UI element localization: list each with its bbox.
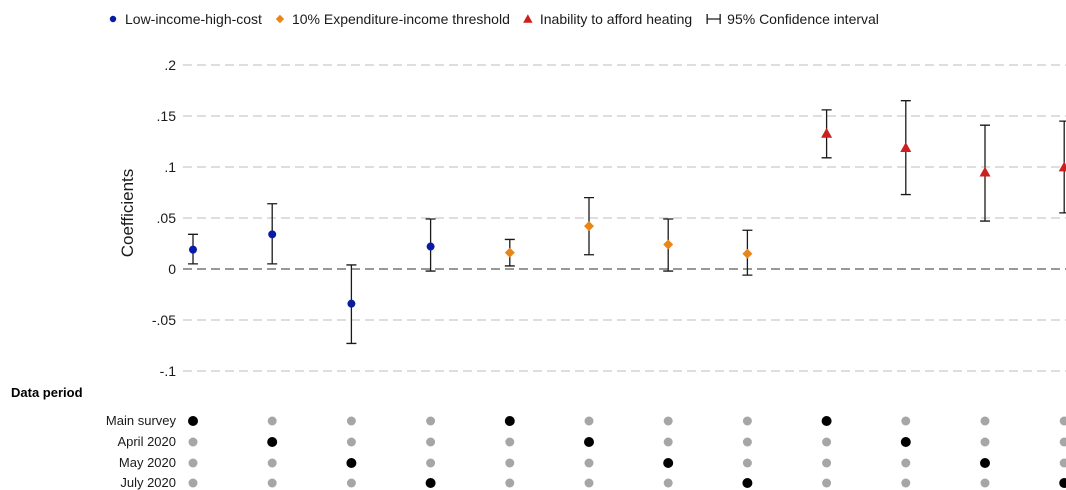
period-dot-inactive <box>505 437 515 447</box>
period-dot-active <box>742 478 753 488</box>
legend-item: 10% Expenditure-income threshold <box>275 11 510 27</box>
y-tick-label: 0 <box>168 261 176 277</box>
y-tick-label: .2 <box>164 57 176 73</box>
period-dot-inactive <box>742 458 752 468</box>
y-tick-label: -.1 <box>160 363 177 379</box>
period-dot-inactive <box>742 437 752 447</box>
period-dot-inactive <box>1059 416 1066 426</box>
period-dot-inactive <box>822 437 832 447</box>
data-point <box>979 166 991 177</box>
period-dot-inactive <box>426 437 436 447</box>
data-point <box>504 247 515 258</box>
period-dot-inactive <box>980 437 990 447</box>
period-dot-inactive <box>901 478 911 488</box>
data-point <box>584 221 594 232</box>
period-dot-inactive <box>663 416 673 426</box>
data-point <box>821 127 833 138</box>
legend-label: 10% Expenditure-income threshold <box>292 11 510 27</box>
data-point <box>426 242 435 251</box>
period-dot-active <box>1059 478 1066 488</box>
period-dot-active <box>267 437 278 447</box>
period-dot-inactive <box>188 437 198 447</box>
period-dot-active <box>346 458 357 468</box>
data-points <box>189 127 1066 308</box>
period-dot-inactive <box>1059 458 1066 468</box>
legend-item: Inability to afford heating <box>523 11 692 27</box>
data-point <box>1058 161 1066 172</box>
period-dot-active <box>584 437 594 447</box>
confidence-intervals <box>188 100 1066 345</box>
legend-circle-marker <box>109 15 117 23</box>
period-dot-inactive <box>267 416 277 426</box>
y-axis-title: Coefficients <box>118 169 137 258</box>
period-row-label: April 2020 <box>117 434 176 449</box>
period-dot-inactive <box>663 437 673 447</box>
period-dot-inactive <box>188 458 198 468</box>
legend: Low-income-high-cost 10% Expenditure-inco… <box>109 11 879 27</box>
data-period-title: Data period <box>11 385 83 400</box>
y-tick-label: .15 <box>157 108 177 124</box>
period-dot-active <box>188 416 198 426</box>
gridlines <box>183 64 1066 372</box>
legend-label: Inability to afford heating <box>540 11 692 27</box>
period-dot-inactive <box>584 478 594 488</box>
period-dot-inactive <box>267 478 277 488</box>
legend-label: Low-income-high-cost <box>125 11 262 27</box>
y-axis-ticks: .2 .15 .1 .05 0 -.05 -.1 <box>152 57 176 379</box>
period-dot-active <box>980 458 990 468</box>
period-dot-inactive <box>1059 437 1066 447</box>
legend-diamond-marker <box>275 14 285 24</box>
period-dot-inactive <box>584 458 594 468</box>
y-tick-label: .05 <box>157 210 177 226</box>
data-point <box>347 299 356 308</box>
period-dot-active <box>663 458 674 468</box>
period-dot-inactive <box>346 437 356 447</box>
data-point <box>268 230 277 239</box>
period-dot-inactive <box>980 478 990 488</box>
period-dot-inactive <box>188 478 198 488</box>
data-point <box>742 248 753 259</box>
period-dot-inactive <box>901 416 911 426</box>
period-dot-active <box>425 478 436 488</box>
data-period-row-labels: Main survey April 2020 May 2020 July 2020 <box>106 413 177 490</box>
legend-triangle-marker <box>523 14 533 23</box>
period-dot-active <box>821 416 832 426</box>
data-period-matrix <box>188 416 1066 488</box>
legend-item: Low-income-high-cost <box>109 11 262 27</box>
y-tick-label: -.05 <box>152 312 176 328</box>
period-row-label: July 2020 <box>120 475 176 490</box>
period-dot-active <box>504 416 515 426</box>
data-point <box>189 245 197 254</box>
period-row-label: May 2020 <box>119 455 176 470</box>
period-dot-inactive <box>822 458 832 468</box>
legend-ci-symbol <box>706 14 721 24</box>
period-row-label: Main survey <box>106 413 177 428</box>
period-dot-inactive <box>663 478 673 488</box>
period-dot-inactive <box>346 416 356 426</box>
period-dot-inactive <box>505 478 515 488</box>
data-point <box>663 239 674 250</box>
period-dot-inactive <box>584 416 594 426</box>
period-dot-inactive <box>901 458 911 468</box>
data-point <box>900 142 912 153</box>
period-dot-active <box>900 437 911 447</box>
period-dot-inactive <box>426 416 436 426</box>
period-dot-inactive <box>346 478 356 488</box>
period-dot-inactive <box>822 478 832 488</box>
period-dot-inactive <box>980 416 990 426</box>
period-dot-inactive <box>267 458 277 468</box>
period-dot-inactive <box>505 458 515 468</box>
legend-label: 95% Confidence interval <box>727 11 879 27</box>
period-dot-inactive <box>742 416 752 426</box>
legend-item: 95% Confidence interval <box>706 11 879 27</box>
period-dot-inactive <box>426 458 436 468</box>
y-tick-label: .1 <box>164 159 176 175</box>
